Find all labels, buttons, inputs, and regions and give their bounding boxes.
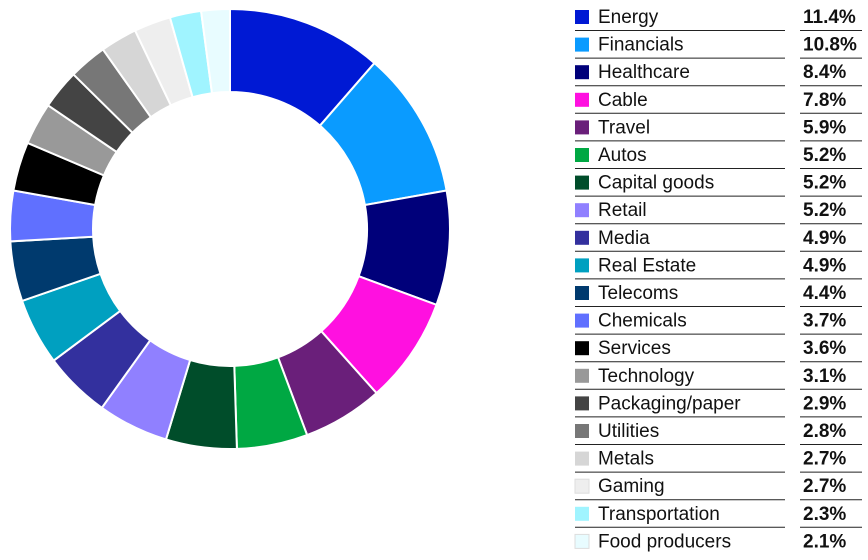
legend-swatch — [575, 396, 589, 411]
legend-label: Media — [598, 228, 650, 249]
legend-value: 7.8% — [803, 90, 846, 111]
legend-value: 3.1% — [803, 366, 846, 387]
legend-swatch — [575, 368, 589, 383]
legend-swatch — [575, 92, 589, 107]
legend-label: Cable — [598, 90, 648, 111]
legend-label: Transportation — [598, 504, 720, 525]
legend-label: Retail — [598, 200, 647, 221]
legend-value: 2.9% — [803, 393, 846, 414]
legend-swatch — [574, 533, 590, 549]
legend-label: Gaming — [598, 476, 665, 497]
legend-value: 5.2% — [803, 200, 846, 221]
legend-swatch — [575, 148, 589, 162]
legend-label: Energy — [598, 7, 659, 28]
legend-value: 4.9% — [803, 255, 846, 276]
legend-swatch — [575, 341, 589, 356]
legend-swatch — [575, 175, 589, 190]
legend-label: Services — [598, 338, 671, 359]
legend-value: 2.7% — [803, 476, 846, 497]
legend-value: 8.4% — [803, 62, 846, 83]
legend-swatch — [575, 65, 589, 80]
legend-value: 5.2% — [803, 145, 846, 166]
legend-label: Packaging/paper — [598, 393, 741, 414]
legend-value: 2.8% — [803, 421, 846, 442]
legend-swatch — [575, 424, 589, 438]
legend-value: 3.7% — [803, 311, 846, 332]
legend-value: 10.8% — [803, 35, 857, 56]
legend-value: 5.9% — [803, 117, 846, 138]
legend-value: 11.4% — [803, 7, 856, 28]
legend-label: Telecoms — [598, 283, 678, 304]
legend-swatch — [575, 286, 589, 300]
legend-swatch — [575, 506, 589, 521]
legend-label: Travel — [598, 117, 650, 138]
legend-value: 3.6% — [803, 338, 846, 359]
legend-swatch — [575, 120, 589, 135]
legend-swatch — [575, 451, 589, 466]
legend-swatch — [575, 37, 589, 52]
legend-value: 2.3% — [803, 504, 846, 525]
legend-label: Food producers — [598, 531, 731, 552]
legend-label: Autos — [598, 145, 647, 166]
legend-swatch — [575, 230, 589, 245]
legend-swatch — [575, 10, 589, 24]
legend-swatch — [575, 313, 589, 328]
legend-value: 4.9% — [803, 228, 846, 249]
legend-label: Chemicals — [598, 311, 687, 332]
legend-swatch — [575, 203, 589, 218]
legend-label: Technology — [598, 366, 695, 387]
legend-swatch — [575, 258, 589, 273]
legend-label: Capital goods — [598, 173, 714, 194]
legend-label: Metals — [598, 449, 654, 470]
legend-label: Healthcare — [598, 62, 690, 83]
legend-value: 2.1% — [803, 531, 846, 552]
legend-label: Financials — [598, 35, 684, 56]
legend-swatch — [574, 478, 590, 494]
legend-value: 5.2% — [803, 173, 846, 194]
legend-value: 2.7% — [803, 449, 846, 470]
legend-label: Utilities — [598, 421, 659, 442]
legend-label: Real Estate — [598, 255, 696, 276]
donut-segment — [199, 7, 231, 95]
legend-value: 4.4% — [803, 283, 846, 304]
